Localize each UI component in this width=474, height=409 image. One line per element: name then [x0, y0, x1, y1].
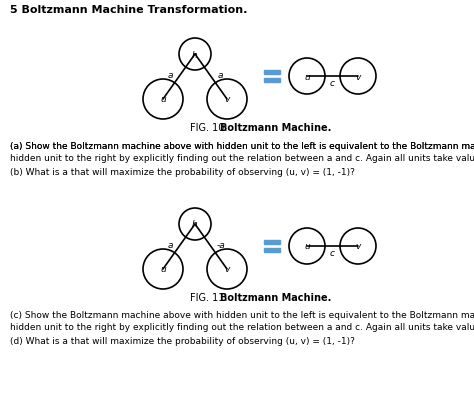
- Text: (a) Show the Boltzmann machine above with hidden unit to the left is equivalent : (a) Show the Boltzmann machine above wit…: [10, 142, 474, 151]
- Text: (b) What is a that will maximize the probability of observing (u, v) = (1, -1)?: (b) What is a that will maximize the pro…: [10, 168, 355, 177]
- Text: (c) Show the Boltzmann machine above with hidden unit to the left is equivalent : (c) Show the Boltzmann machine above wit…: [10, 310, 474, 319]
- Text: h: h: [192, 220, 198, 229]
- Text: u: u: [304, 72, 310, 81]
- Text: FIG. 10:: FIG. 10:: [190, 123, 231, 133]
- Text: u: u: [160, 95, 166, 104]
- Text: v: v: [224, 265, 230, 274]
- Text: 5 Boltzmann Machine Transformation.: 5 Boltzmann Machine Transformation.: [10, 5, 247, 15]
- Bar: [264, 248, 280, 252]
- Text: u: u: [304, 242, 310, 251]
- Bar: [264, 240, 280, 245]
- Text: FIG. 11:: FIG. 11:: [190, 292, 231, 302]
- Text: hidden unit to the right by explicitly finding out the relation between a and c.: hidden unit to the right by explicitly f…: [10, 322, 474, 331]
- Bar: [264, 71, 280, 75]
- Text: (d) What is a that will maximize the probability of observing (u, v) = (1, -1)?: (d) What is a that will maximize the pro…: [10, 336, 355, 345]
- Text: h: h: [192, 50, 198, 59]
- Text: a: a: [217, 71, 223, 80]
- Text: hidden unit to the right by explicitly finding out the relation between a and c.: hidden unit to the right by explicitly f…: [10, 154, 474, 163]
- Text: -a: -a: [217, 240, 225, 249]
- Bar: [264, 79, 280, 83]
- Text: (a) Show the Boltzmann machine above with hidden unit to the left is equivalent : (a) Show the Boltzmann machine above wit…: [10, 142, 474, 151]
- Text: v: v: [356, 72, 361, 81]
- Text: v: v: [224, 95, 230, 104]
- Text: a: a: [167, 71, 173, 80]
- Text: Boltzmann Machine.: Boltzmann Machine.: [220, 123, 331, 133]
- Text: Boltzmann Machine.: Boltzmann Machine.: [220, 292, 331, 302]
- Text: c: c: [330, 249, 335, 258]
- Text: v: v: [356, 242, 361, 251]
- Text: u: u: [160, 265, 166, 274]
- Text: c: c: [330, 79, 335, 88]
- Text: a: a: [167, 240, 173, 249]
